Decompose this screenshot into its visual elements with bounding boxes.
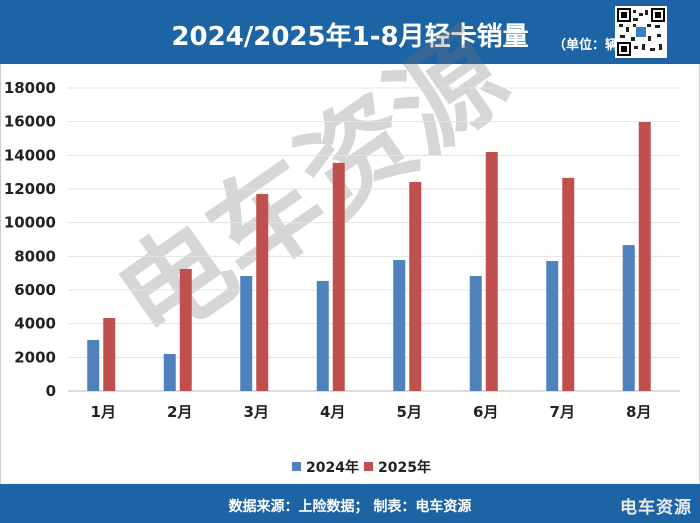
bar-2024年-6月 — [469, 276, 482, 391]
x-tick-label: 8月 — [626, 403, 651, 421]
y-tick-label: 14000 — [4, 146, 56, 164]
qr-code-icon — [615, 6, 667, 58]
y-tick-label: 4000 — [14, 315, 56, 333]
y-tick-label: 2000 — [14, 348, 56, 366]
bar-2025年-2月 — [179, 268, 192, 391]
y-tick-label: 18000 — [4, 79, 56, 97]
bar-2024年-1月 — [87, 339, 100, 391]
unit-label: （单位：辆） — [553, 38, 632, 53]
legend-label-2024: 2024年 — [306, 459, 359, 476]
x-tick-label: 2月 — [167, 403, 192, 421]
footer-band: 数据来源：上险数据； 制表：电车资源 电车资源 — [0, 484, 700, 523]
y-tick-label: 16000 — [4, 113, 56, 131]
bar-2024年-8月 — [622, 245, 635, 391]
bar-2024年-7月 — [546, 261, 559, 391]
x-tick-label: 7月 — [550, 403, 575, 421]
bar-chart: 0 2000 4000 6000 8000 10000 12000 14000 16000 180… — [4, 79, 680, 476]
y-tick-label: 8000 — [14, 247, 56, 265]
y-tick-label: 0 — [46, 382, 56, 400]
bar-2025年-4月 — [332, 162, 345, 391]
brand-logo: 电车资源 — [620, 498, 692, 518]
bar-2025年-8月 — [638, 122, 651, 392]
y-tick-label: 10000 — [4, 214, 56, 232]
y-tick-label: 12000 — [4, 180, 56, 198]
x-tick-label: 5月 — [397, 403, 422, 421]
x-tick-label: 6月 — [473, 403, 498, 421]
legend-label-2025: 2025年 — [378, 459, 431, 476]
data-source: 数据来源：上险数据； 制表：电车资源 — [228, 499, 472, 515]
bar-2024年-3月 — [240, 276, 253, 391]
bar-2025年-7月 — [562, 177, 575, 391]
x-tick-label: 1月 — [91, 403, 116, 421]
x-tick-label: 3月 — [244, 403, 269, 421]
y-tick-label: 6000 — [14, 281, 56, 299]
chart-title: 2024/2025年1-8月轻卡销量 — [171, 22, 529, 52]
bar-2024年-5月 — [393, 260, 406, 391]
legend-swatch-2024 — [292, 462, 301, 471]
legend-swatch-2025 — [364, 462, 373, 471]
x-tick-label: 4月 — [320, 403, 345, 421]
bar-2025年-5月 — [409, 181, 422, 391]
bar-2024年-2月 — [163, 353, 176, 391]
bar-2024年-4月 — [316, 280, 329, 391]
bar-2025年-3月 — [256, 194, 269, 391]
header-band: 2024/2025年1-8月轻卡销量 （单位：辆） — [0, 0, 700, 64]
bar-2025年-1月 — [103, 317, 116, 391]
bar-2025年-6月 — [485, 151, 498, 391]
